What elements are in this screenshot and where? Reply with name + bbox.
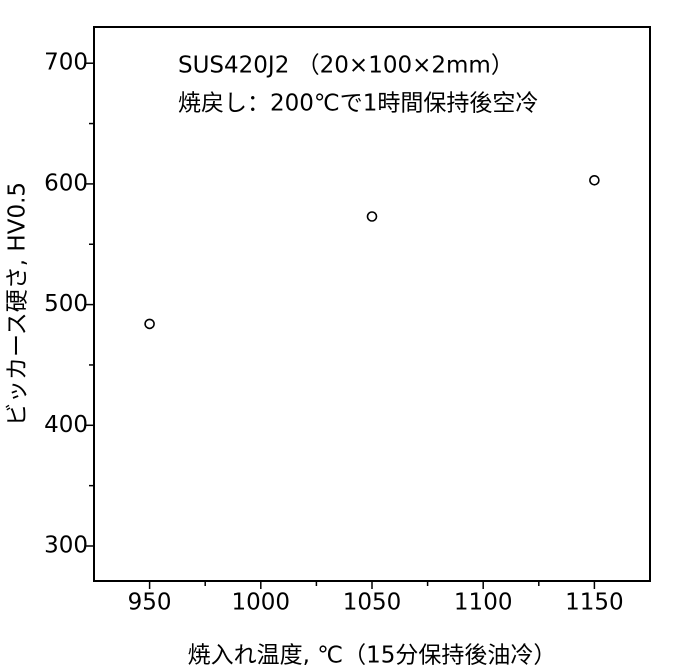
y-tick-label: 500 [44,291,88,317]
x-tick-label: 950 [128,590,172,616]
x-tick-label: 1150 [565,590,624,616]
annotation: 焼戻し：200℃で1時間保持後空冷 [178,91,538,117]
y-tick-label: 300 [44,532,88,558]
point [366,211,378,222]
point [589,174,600,186]
y-tick-label: 600 [44,170,88,196]
x-tick-label: 1100 [454,590,513,616]
y-axis-label: ビッカース硬さ, HV0.5 [5,182,31,426]
x-axis-label: 焼入れ温度, ℃（15分保持後油冷） [188,643,557,669]
annotation: SUS420J2 （20×100×2mm） [178,53,514,79]
x-tick-label: 1000 [232,590,291,616]
y-tick-label: 700 [44,50,88,76]
x-tick-label: 1050 [343,590,402,616]
point [144,318,155,330]
y-tick-label: 400 [44,412,88,438]
